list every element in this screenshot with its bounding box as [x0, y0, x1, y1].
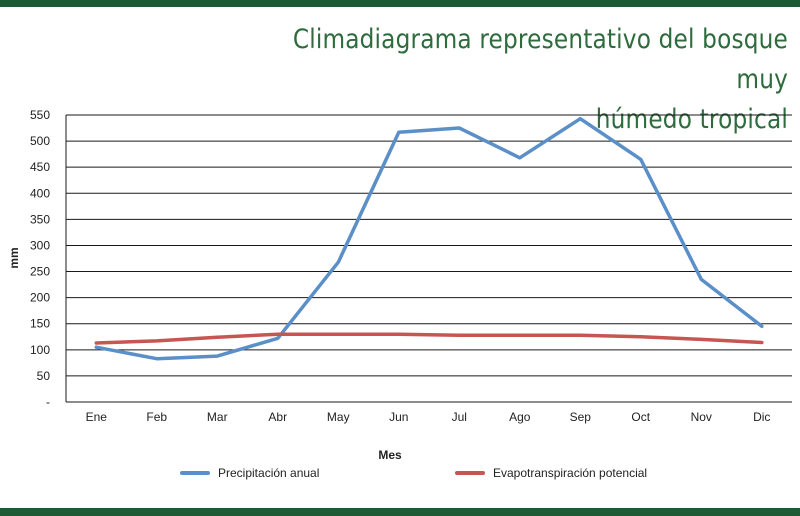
- x-tick-jun: Jun: [389, 410, 408, 424]
- point-s0-mar: [215, 354, 219, 358]
- gridlines: [66, 114, 792, 377]
- x-tick-dic: Dic: [753, 410, 770, 424]
- legend-item-precipitacion: Precipitación anual: [180, 466, 319, 480]
- top-brand-bar: [0, 0, 800, 7]
- legend-item-evapotranspiracion: Evapotranspiración potencial: [455, 466, 647, 480]
- y-tick-150: 150: [30, 317, 50, 331]
- point-s0-ene: [94, 345, 98, 349]
- series-line-0: [94, 116, 764, 361]
- point-s1-sep: [578, 333, 582, 337]
- x-tick-may: May: [327, 410, 350, 424]
- chart-title: Climadiagrama representativo del bosque …: [238, 20, 788, 140]
- y-tick-100: 100: [30, 343, 50, 357]
- point-s1-ene: [94, 341, 98, 345]
- point-s1-dic: [760, 341, 764, 345]
- bottom-brand-bar: [0, 508, 800, 516]
- y-axis-label: mm: [7, 247, 21, 268]
- x-tick-nov: Nov: [691, 410, 712, 424]
- series-line-1: [94, 332, 764, 345]
- x-tick-jul: Jul: [452, 410, 467, 424]
- chart-title-line-1: Climadiagrama representativo del bosque …: [292, 24, 788, 95]
- legend-label-precipitacion: Precipitación anual: [218, 466, 320, 480]
- point-s0-ago: [518, 156, 522, 160]
- y-tick-350: 350: [30, 212, 50, 226]
- point-s1-jul: [457, 333, 461, 337]
- point-s0-may: [336, 260, 340, 264]
- legend-swatch-precipitacion: [180, 471, 210, 475]
- point-s0-jun: [397, 130, 401, 134]
- y-tick-550: 550: [30, 108, 50, 122]
- x-tick-oct: Oct: [631, 410, 650, 424]
- plot-frame: [65, 115, 792, 403]
- x-tick-feb: Feb: [146, 410, 167, 424]
- y-tick-50: 50: [37, 369, 51, 383]
- point-s0-feb: [155, 357, 159, 361]
- point-s1-feb: [155, 339, 159, 343]
- y-tick-500: 500: [30, 134, 50, 148]
- point-s0-sep: [578, 117, 582, 121]
- x-tick-labels: Ene Feb Mar Abr May Jun Jul Ago Sep Oct Nov Dic: [86, 410, 771, 424]
- y-tick-250: 250: [30, 265, 50, 279]
- x-tick-ene: Ene: [86, 410, 108, 424]
- y-tick-450: 450: [30, 160, 50, 174]
- point-s1-jun: [397, 332, 401, 336]
- x-tick-sep: Sep: [570, 410, 592, 424]
- y-tick-300: 300: [30, 238, 50, 252]
- x-tick-ago: Ago: [509, 410, 531, 424]
- x-tick-mar: Mar: [207, 410, 228, 424]
- point-s1-ago: [518, 333, 522, 337]
- point-s1-abr: [276, 332, 280, 336]
- point-s1-nov: [699, 337, 703, 341]
- series-lines: [94, 116, 764, 361]
- point-s0-jul: [457, 126, 461, 130]
- y-tick-400: 400: [30, 186, 50, 200]
- point-s1-mar: [215, 335, 219, 339]
- point-s1-oct: [639, 335, 643, 339]
- y-tick-labels: - 50 100 150 200 250 300 350 400 450 500 550: [30, 108, 50, 409]
- x-axis-label: Mes: [378, 448, 402, 462]
- legend-swatch-evapotranspiracion: [455, 471, 485, 475]
- point-s0-dic: [760, 324, 764, 328]
- legend-label-evapotranspiracion: Evapotranspiración potencial: [493, 466, 648, 480]
- point-s0-nov: [699, 277, 703, 281]
- y-tick-0: -: [46, 395, 50, 409]
- y-tick-200: 200: [30, 291, 50, 305]
- chart-title-line-2: húmedo tropical: [595, 104, 788, 135]
- point-s0-abr: [276, 336, 280, 340]
- point-s1-may: [336, 332, 340, 336]
- x-tick-abr: Abr: [268, 410, 287, 424]
- point-s0-oct: [639, 157, 643, 161]
- legend: Precipitación anual Evapotranspiración p…: [0, 466, 800, 486]
